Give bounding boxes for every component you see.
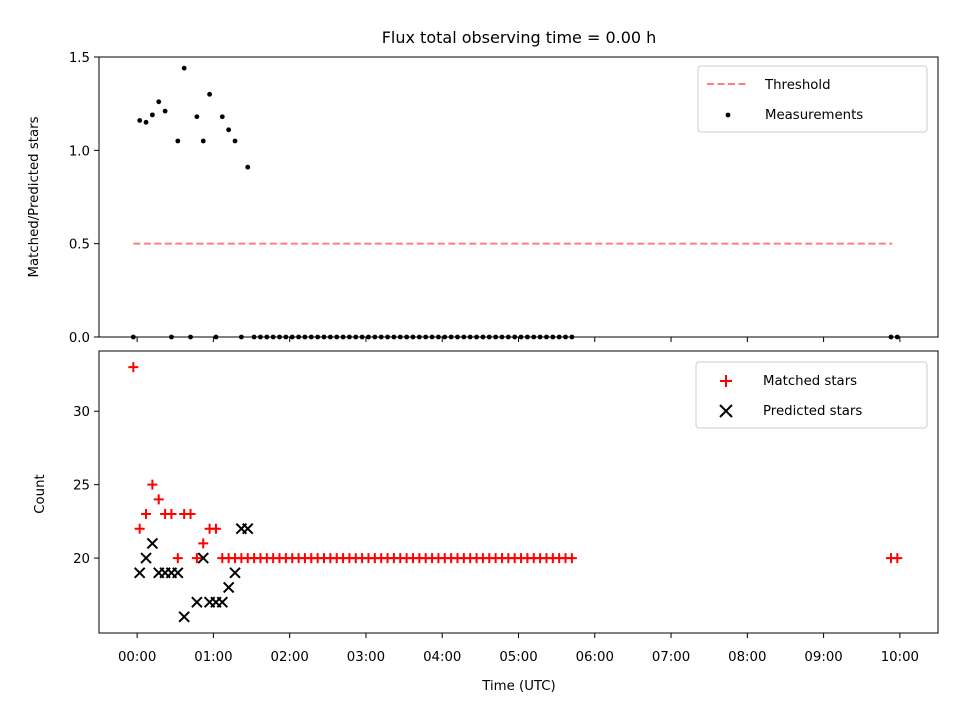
legend-predicted-label: Predicted stars xyxy=(763,404,862,419)
measurement-point xyxy=(245,164,251,170)
bottom-x-tick-label: 08:00 xyxy=(728,650,766,665)
top-y-ticks: 0.0 0.5 1.0 1.5 xyxy=(69,51,99,346)
predicted-star-point xyxy=(178,611,190,623)
bottom-y-tick-label: 30 xyxy=(73,405,90,420)
bottom-x-tick-label: 00:00 xyxy=(118,650,156,665)
measurement-point xyxy=(137,118,143,123)
bottom-x-tick-label: 04:00 xyxy=(423,650,461,665)
bottom-panel: Count 20 25 30 00:00 01:00 02:00 03:00 04:00 05… xyxy=(33,350,939,694)
measurement-point xyxy=(200,138,206,144)
matched-star-point xyxy=(141,509,152,520)
measurement-point xyxy=(207,91,212,97)
matched-star-point xyxy=(185,509,196,520)
bottom-x-tick-label: 09:00 xyxy=(804,650,842,665)
bottom-plot-marks xyxy=(128,362,903,623)
top-y-tick-label: 0.0 xyxy=(69,331,90,346)
predicted-star-point xyxy=(216,596,229,608)
bottom-legend: Matched stars Predicted stars xyxy=(695,361,928,429)
measurement-point xyxy=(149,112,155,118)
legend-threshold-label: Threshold xyxy=(764,78,831,93)
legend-matched-swatch xyxy=(720,375,732,387)
measurement-point xyxy=(232,138,238,144)
measurement-point xyxy=(194,114,200,120)
legend-measurements-label: Measurements xyxy=(765,108,863,123)
bottom-y-tick-label: 20 xyxy=(73,552,90,567)
bottom-x-tick-label: 01:00 xyxy=(194,650,232,665)
matched-star-point xyxy=(134,523,145,534)
predicted-star-point xyxy=(229,567,241,579)
bottom-y-axis-label: Count xyxy=(33,474,48,514)
matched-star-point xyxy=(128,362,139,373)
top-x-ticks xyxy=(136,337,901,342)
measurement-point xyxy=(162,108,168,114)
bottom-x-tick-label: 03:00 xyxy=(347,650,385,665)
predicted-star-point xyxy=(242,523,254,535)
matched-star-point xyxy=(147,479,158,490)
matched-star-point xyxy=(153,494,164,505)
measurement-point xyxy=(219,114,225,120)
legend-matched-label: Matched stars xyxy=(763,374,857,389)
bottom-x-ticks: 00:00 01:00 02:00 03:00 04:00 05:00 06:00 07:00… xyxy=(118,633,919,665)
predicted-star-point xyxy=(222,581,235,594)
bottom-x-tick-label: 02:00 xyxy=(271,650,309,665)
matched-star-point xyxy=(892,553,903,564)
matched-star-point xyxy=(191,553,202,564)
matched-star-point xyxy=(198,538,209,549)
measurement-point xyxy=(156,99,162,105)
matched-star-point xyxy=(566,553,577,564)
measurement-point xyxy=(226,127,232,133)
bottom-x-tick-label: 10:00 xyxy=(881,650,919,665)
top-legend: Threshold Measurements xyxy=(697,65,928,133)
top-y-axis-label: Matched/Predicted stars xyxy=(27,116,42,277)
bottom-x-axis-label: Time (UTC) xyxy=(481,679,556,694)
predicted-star-point xyxy=(172,567,184,579)
predicted-star-point xyxy=(197,552,209,564)
bottom-y-ticks: 20 25 30 xyxy=(73,405,99,567)
legend-measurements-swatch xyxy=(725,112,731,118)
predicted-star-point xyxy=(140,552,152,564)
top-legend-box xyxy=(697,65,928,133)
top-y-tick-label: 1.5 xyxy=(69,51,90,66)
legend-predicted-swatch xyxy=(719,404,733,418)
measurement-point xyxy=(175,138,181,144)
bottom-x-tick-label: 07:00 xyxy=(652,650,690,665)
top-y-tick-label: 0.5 xyxy=(69,238,90,253)
predicted-star-point xyxy=(146,537,159,550)
predicted-star-point xyxy=(191,596,203,608)
matched-star-point xyxy=(172,553,183,564)
top-y-tick-label: 1.0 xyxy=(69,144,90,159)
chart-title: Flux total observing time = 0.00 h xyxy=(382,28,657,47)
bottom-x-tick-label: 05:00 xyxy=(499,650,537,665)
top-panel: Matched/Predicted stars 0.0 0.5 1.0 1.5 Thr… xyxy=(27,51,939,346)
matched-star-point xyxy=(210,523,221,534)
bottom-x-tick-label: 06:00 xyxy=(576,650,614,665)
bottom-legend-box xyxy=(695,361,928,429)
measurement-point xyxy=(181,65,187,71)
matched-star-point xyxy=(166,509,177,520)
predicted-star-point xyxy=(133,567,146,579)
bottom-y-tick-label: 25 xyxy=(73,479,90,494)
measurement-point xyxy=(143,119,149,125)
